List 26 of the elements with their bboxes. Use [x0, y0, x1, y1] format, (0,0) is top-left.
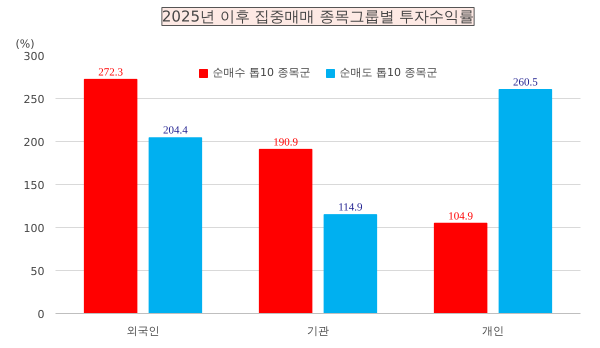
x-tick-label: 기관: [307, 324, 329, 338]
bar: [498, 88, 552, 314]
bar: [324, 214, 378, 314]
bar: [148, 137, 202, 314]
data-label: 272.3: [98, 66, 124, 78]
data-label: 114.9: [338, 202, 364, 214]
data-label: 260.5: [513, 76, 538, 88]
data-label: 204.4: [163, 124, 188, 137]
y-tick-label: 300: [24, 50, 45, 63]
y-tick-label: 150: [24, 179, 45, 192]
y-axis-title: (%): [16, 38, 35, 50]
data-label: 190.9: [273, 136, 298, 148]
x-tick-label: 외국인: [126, 324, 160, 338]
data-label: 104.9: [448, 210, 474, 222]
y-tick-label: 250: [24, 93, 45, 106]
legend-label: 순매도 톱10 종목군: [340, 65, 438, 80]
bar: [84, 78, 138, 314]
bar: [434, 222, 488, 314]
legend-label: 순매수 톱10 종목군: [212, 65, 310, 80]
y-tick-label: 0: [38, 308, 44, 321]
chart-title: 2025년 이후 집중매매 종목그룹별 투자수익률: [162, 8, 474, 26]
y-tick-label: 50: [30, 265, 45, 278]
bar: [258, 148, 312, 314]
y-tick-label: 100: [24, 222, 45, 235]
x-tick-label: 개인: [482, 324, 504, 338]
y-tick-label: 200: [24, 136, 45, 149]
